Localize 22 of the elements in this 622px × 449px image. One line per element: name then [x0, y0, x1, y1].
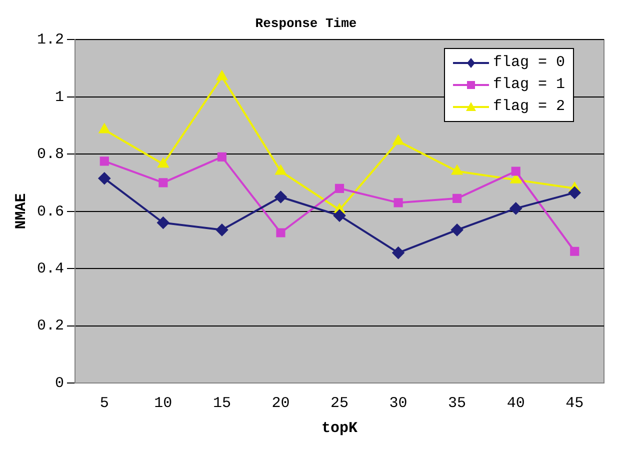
x-tick-label: 45 [566, 394, 584, 412]
y-tick-label: 0.8 [36, 146, 64, 164]
x-axis-title: topK [321, 420, 358, 437]
x-tick-label: 20 [272, 394, 290, 412]
x-tick-label: 30 [389, 394, 408, 412]
legend-label: flag = 2 [493, 96, 566, 117]
y-tick-label: 1.2 [36, 32, 64, 49]
x-tick-label: 10 [154, 394, 172, 412]
x-tick-label: 5 [100, 394, 109, 412]
x-tick-label: 15 [212, 394, 231, 412]
x-tick-label: 35 [448, 394, 466, 412]
y-tick-label: 0.2 [36, 318, 64, 335]
y-axis-title: NMAE [12, 193, 30, 230]
y-tick-label: 0.4 [36, 260, 64, 278]
legend-label: flag = 1 [493, 74, 566, 95]
chart-title: Response Time [255, 16, 357, 32]
legend-label: flag = 0 [493, 52, 566, 73]
x-tick-label: 40 [506, 394, 525, 412]
y-tick-label: 1 [54, 88, 64, 106]
y-tick-label: 0 [54, 374, 64, 392]
x-tick-label: 25 [330, 394, 349, 412]
y-tick-label: 0.6 [36, 203, 64, 220]
